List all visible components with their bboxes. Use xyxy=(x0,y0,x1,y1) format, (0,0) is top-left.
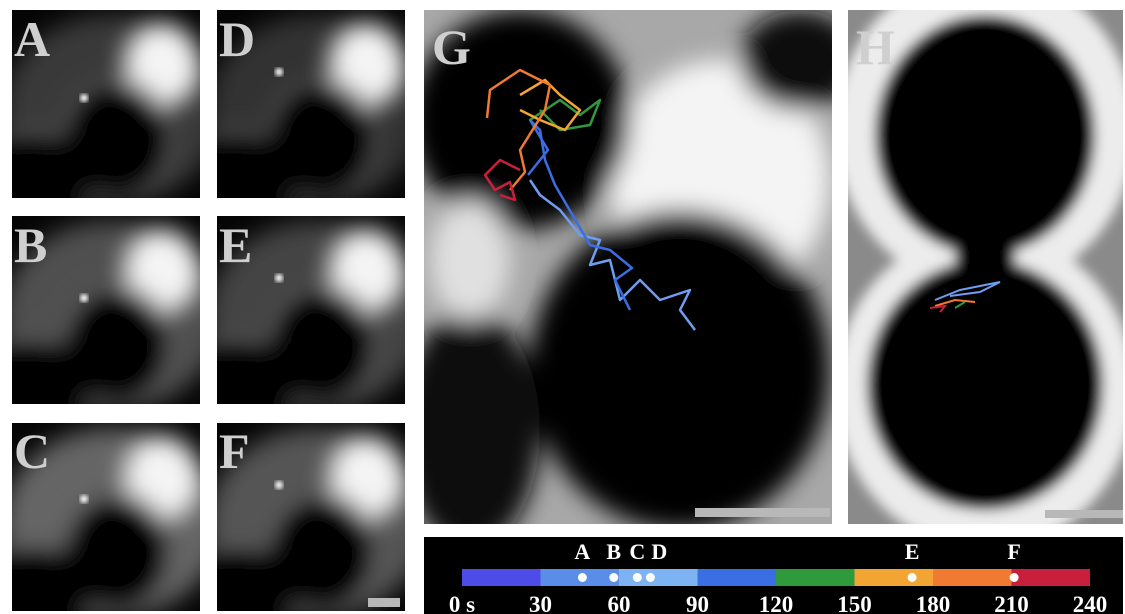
colorbar-segment xyxy=(855,569,934,586)
panel-image xyxy=(177,10,427,230)
marker-label: F xyxy=(1007,539,1020,564)
particle xyxy=(80,294,88,302)
panel-label: H xyxy=(856,19,895,75)
panel-image xyxy=(177,423,427,614)
tick-label: 60 xyxy=(608,592,631,614)
panel-label: D xyxy=(219,11,255,67)
marker-label: A xyxy=(574,539,590,564)
marker-dot xyxy=(1010,573,1019,582)
marker-dot xyxy=(908,573,917,582)
tick-label: 210 xyxy=(994,592,1029,614)
marker-label: B xyxy=(606,539,621,564)
particle xyxy=(80,94,88,102)
small-panels xyxy=(0,10,427,614)
panel-image xyxy=(177,216,427,436)
scale-bar xyxy=(695,508,830,517)
tick-label: 180 xyxy=(916,592,951,614)
particle xyxy=(80,495,88,503)
panel-g-image xyxy=(400,10,860,550)
colorbar-segment xyxy=(1012,569,1091,586)
colorbar-segment xyxy=(776,569,855,586)
tick-label: 30 xyxy=(529,592,552,614)
tick-label: 120 xyxy=(759,592,794,614)
tick-label: 0 s xyxy=(449,592,475,614)
marker-dot xyxy=(578,573,587,582)
particle xyxy=(275,68,283,76)
marker-label: E xyxy=(905,539,920,564)
marker-dot xyxy=(609,573,618,582)
panel-h-image xyxy=(835,0,1125,550)
panel-label: B xyxy=(14,217,47,273)
panel-label: E xyxy=(219,217,252,273)
marker-dot xyxy=(646,573,655,582)
panel-label: C xyxy=(14,423,50,479)
tick-label: 90 xyxy=(686,592,709,614)
panel-label: F xyxy=(219,423,250,479)
panel-label: G xyxy=(432,19,471,75)
particle xyxy=(275,274,283,282)
tick-label: 240 xyxy=(1073,592,1108,614)
scale-bar xyxy=(1045,510,1123,518)
colorbar-segment xyxy=(619,569,698,586)
particle xyxy=(275,481,283,489)
scale-bar xyxy=(368,598,400,607)
marker-dot xyxy=(633,573,642,582)
panel-label: A xyxy=(14,11,50,67)
haze xyxy=(177,428,427,614)
figure: ABCDEFGH 0 s306090120150180210240ABCDEF xyxy=(0,0,1125,614)
tick-label: 150 xyxy=(837,592,872,614)
colorbar-segment xyxy=(933,569,1012,586)
marker-label: D xyxy=(651,539,667,564)
colorbar-segment xyxy=(698,569,777,586)
colorbar-segment xyxy=(462,569,541,586)
marker-label: C xyxy=(629,539,645,564)
